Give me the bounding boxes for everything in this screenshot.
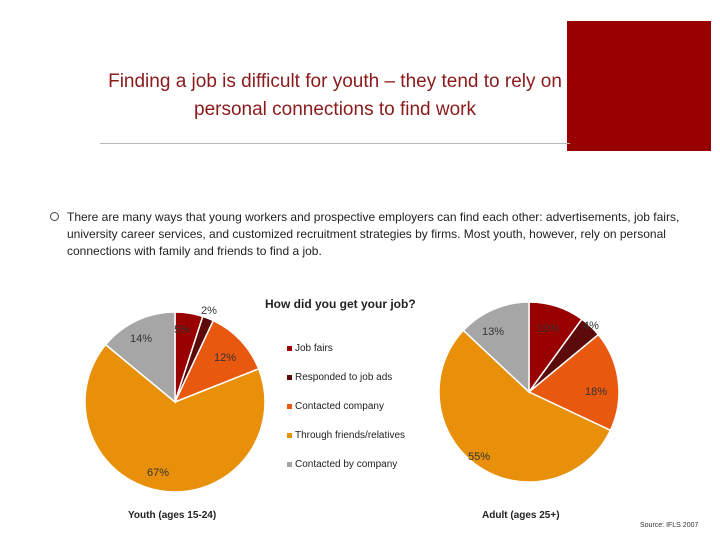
adult-label-job-ads: 4% <box>583 320 599 332</box>
bullet-paragraph: There are many ways that young workers a… <box>50 209 700 260</box>
adult-slice-contacted-by-company <box>462 301 530 394</box>
legend-item-responded-to-job-ads: Responded to job ads <box>287 372 392 383</box>
legend-label: Through friends/relatives <box>295 430 406 441</box>
youth-label-contacted-by-company: 14% <box>130 333 153 345</box>
legend-swatch <box>287 374 292 380</box>
adult-label-job-fairs: 10% <box>537 323 560 335</box>
hollow-circle-bullet-icon <box>50 212 59 221</box>
accent-block <box>567 21 711 151</box>
legend-item-contacted-company: Contacted company <box>287 401 384 412</box>
legend-item-job-fairs: Job fairs <box>287 343 333 354</box>
legend-item-contacted-by-company: Contacted by company <box>287 459 397 470</box>
legend-item-through-friends-relatives: Through friends/relatives <box>287 430 405 441</box>
chart-title: How did you get your job? <box>265 297 416 311</box>
youth-slice-friends-relatives <box>84 343 266 493</box>
source-note: Source: IFLS 2007 <box>640 522 699 529</box>
legend-swatch <box>287 461 292 467</box>
legend-label: Contacted company <box>295 401 384 412</box>
legend-label: Contacted by company <box>295 459 398 470</box>
youth-label-contacted-company: 12% <box>214 352 237 364</box>
youth-label-friends-relatives: 67% <box>147 467 170 479</box>
legend-label: Responded to job ads <box>295 372 393 383</box>
youth-slice-contacted-company <box>173 319 260 404</box>
legend-swatch <box>287 432 292 438</box>
legend-swatch <box>287 403 292 409</box>
youth-slice-contacted-by-company <box>104 311 176 404</box>
legend-label: Job fairs <box>295 343 333 354</box>
adult-label-contacted-by-company: 13% <box>482 326 505 338</box>
bullet-text: There are many ways that young workers a… <box>67 210 680 258</box>
adult-pie-caption: Adult (ages 25+) <box>482 510 560 521</box>
title-divider <box>100 143 570 144</box>
adult-slice-contacted-company <box>527 333 620 432</box>
adult-label-friends-relatives: 55% <box>468 451 491 463</box>
youth-pie-caption: Youth (ages 15-24) <box>128 510 217 521</box>
youth-label-job-fairs: 5% <box>174 324 190 336</box>
adult-slice-friends-relatives <box>438 329 612 483</box>
slide-title: Finding a job is difficult for youth – t… <box>108 71 562 120</box>
adult-label-contacted-company: 18% <box>585 386 608 398</box>
youth-label-job-ads: 2% <box>201 305 217 317</box>
legend-swatch <box>287 345 292 351</box>
